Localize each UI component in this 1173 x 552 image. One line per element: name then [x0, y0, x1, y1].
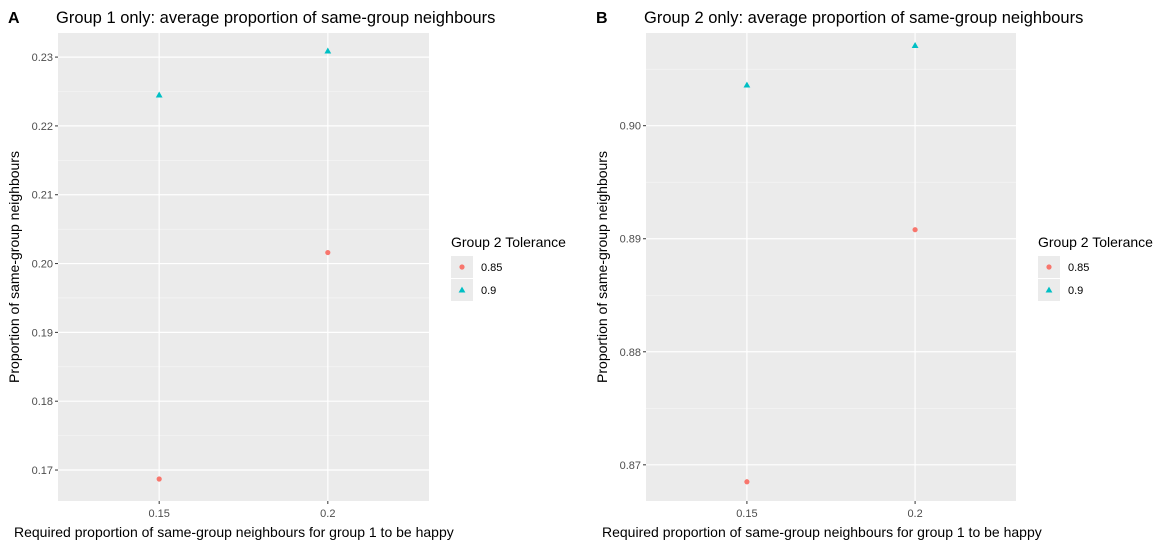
panel-label: A — [8, 10, 20, 27]
legend-label: 0.85 — [481, 262, 502, 274]
data-point-0_9 — [911, 42, 919, 48]
x-axis-title: Required proportion of same-group neighb… — [602, 524, 1042, 540]
legend-key-symbol — [459, 264, 465, 270]
chart-panel-b: B Group 2 only: average proportion of sam… — [594, 9, 1153, 540]
legend-label: 0.85 — [1068, 262, 1089, 274]
y-tick-label: 0.88 — [620, 347, 641, 359]
legend-key-symbol — [1045, 286, 1053, 293]
x-tick-label: 0.15 — [148, 508, 169, 520]
data-point-0_9 — [155, 91, 163, 98]
data-point-0_85 — [912, 227, 918, 233]
chart-title: Group 1 only: average proportion of same… — [56, 9, 495, 27]
y-tick-label: 0.18 — [32, 396, 53, 408]
y-tick-label: 0.19 — [32, 327, 53, 339]
y-tick-label: 0.90 — [620, 121, 641, 133]
y-tick-label: 0.89 — [620, 234, 641, 246]
data-point-0_85 — [325, 249, 331, 256]
y-tick-label: 0.22 — [32, 121, 53, 133]
data-point-0_85 — [156, 476, 162, 482]
x-axis-title: Required proportion of same-group neighb… — [14, 524, 454, 540]
plot-background — [646, 33, 1016, 501]
legend-key-symbol — [458, 286, 466, 293]
y-axis-title: Proportion of same-group neighbours — [6, 151, 22, 383]
legend-label: 0.9 — [1068, 285, 1083, 297]
y-tick-label: 0.20 — [32, 259, 53, 271]
legend-key-symbol — [1046, 264, 1052, 270]
plot-background — [58, 33, 429, 501]
legend-label: 0.9 — [481, 285, 496, 297]
y-tick-label: 0.87 — [620, 460, 641, 472]
data-point-0_9 — [324, 47, 332, 54]
chart-title: Group 2 only: average proportion of same… — [644, 9, 1083, 27]
x-tick-label: 0.2 — [320, 508, 335, 520]
data-point-0_9 — [743, 81, 751, 88]
x-tick-label: 0.15 — [736, 508, 757, 520]
data-point-0_85 — [744, 479, 750, 485]
y-tick-label: 0.21 — [32, 190, 53, 202]
y-tick-label: 0.23 — [32, 52, 53, 64]
legend-title: Group 2 Tolerance — [451, 234, 566, 250]
chart-panel-a: A Group 1 only: average proportion of sam… — [6, 9, 566, 540]
panel-label: B — [596, 10, 608, 27]
legend-title: Group 2 Tolerance — [1038, 234, 1153, 250]
y-tick-label: 0.17 — [32, 465, 53, 477]
x-tick-label: 0.2 — [907, 508, 922, 520]
y-axis-title: Proportion of same-group neighbours — [594, 151, 610, 383]
